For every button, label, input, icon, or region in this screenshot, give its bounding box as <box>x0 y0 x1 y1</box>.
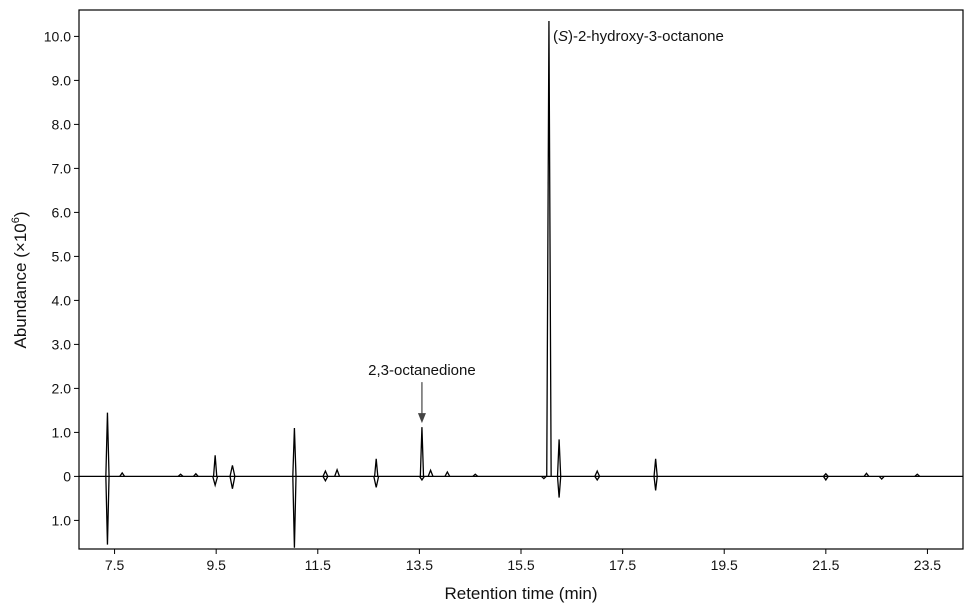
peak-series-0-2 <box>177 473 184 477</box>
x-tick-label: 19.5 <box>711 557 738 573</box>
y-axis-title: Abundance (×106) <box>10 211 30 348</box>
peak-series-0-19 <box>863 472 870 477</box>
peak-series-1-0 <box>105 476 110 545</box>
annotation-minor-peak: 2,3-octanedione <box>368 362 476 379</box>
plot-frame <box>78 9 964 550</box>
y-tick-label: 1.0 <box>52 512 72 528</box>
x-tick-label: 23.5 <box>914 557 941 573</box>
peak-series-1-5 <box>373 476 380 488</box>
peak-series-1-7 <box>541 475 547 480</box>
x-tick-label: 15.5 <box>507 557 534 573</box>
x-axis-ticks: 7.5 9.5 11.5 13.5 15.5 17.5 19.5 21.5 23.5 <box>105 549 941 573</box>
peak-series-0-12 <box>444 470 451 477</box>
peak-series-1-4 <box>322 476 329 483</box>
y-tick-label: 8.0 <box>52 116 72 132</box>
x-tick-label: 7.5 <box>105 557 125 573</box>
trace-layer <box>105 20 921 548</box>
x-axis-title: Retention time (min) <box>444 584 597 603</box>
peak-series-0-5 <box>229 465 236 477</box>
peak-series-1-12 <box>878 475 885 481</box>
x-tick-label: 11.5 <box>305 557 331 573</box>
y-tick-label: 6.0 <box>52 204 72 220</box>
peak-series-1-8 <box>556 476 562 498</box>
peak-series-0-8 <box>334 467 341 477</box>
y-tick-label: 7.0 <box>52 160 72 176</box>
annotation-arrow-head <box>417 413 426 424</box>
peak-series-0-20 <box>914 473 921 477</box>
peak-series-0-1 <box>119 471 126 477</box>
y-tick-label: 4.0 <box>52 292 72 308</box>
peak-series-0-9 <box>373 458 379 477</box>
peak-series-0-16 <box>594 469 601 477</box>
peak-series-0-14 <box>546 20 552 477</box>
peak-series-0-18 <box>822 472 829 477</box>
peak-series-1-1 <box>212 476 219 488</box>
y-axis-ticks: 1.0 0 1.0 2.0 3.0 4.0 5.0 6.0 7.0 8.0 9.0 10.0 <box>44 28 79 528</box>
x-tick-label: 21.5 <box>812 557 839 573</box>
peak-series-0-11 <box>427 468 434 477</box>
peak-series-0-15 <box>556 439 562 477</box>
peak-series-0-13 <box>472 473 479 477</box>
peak-series-1-10 <box>653 476 658 491</box>
peak-series-1-9 <box>594 476 601 482</box>
peak-series-0-6 <box>292 427 297 477</box>
y-tick-label: 1.0 <box>52 424 72 440</box>
y-tick-label: 10.0 <box>44 28 71 44</box>
y-tick-label: 3.0 <box>52 336 72 352</box>
y-tick-label: 2.0 <box>52 380 72 396</box>
peak-series-0-10 <box>419 427 425 477</box>
y-tick-label: 0 <box>63 468 71 484</box>
peak-series-1-6 <box>418 476 425 482</box>
y-tick-label: 5.0 <box>52 248 72 264</box>
peak-series-0-3 <box>192 472 199 477</box>
peak-series-0-17 <box>653 458 658 477</box>
peak-series-0-7 <box>322 469 329 477</box>
x-tick-label: 9.5 <box>206 557 226 573</box>
peak-series-1-2 <box>229 476 236 489</box>
peak-series-0-0 <box>105 412 110 477</box>
x-tick-label: 13.5 <box>406 557 433 573</box>
annotation-layer: (S)-2-hydroxy-3-octanone 2,3-octanedione <box>368 28 724 424</box>
peak-series-1-3 <box>292 476 297 548</box>
peak-series-1-11 <box>822 476 829 482</box>
peak-series-0-4 <box>212 455 218 477</box>
annotation-major-peak: (S)-2-hydroxy-3-octanone <box>553 28 724 45</box>
y-tick-label: 9.0 <box>52 72 72 88</box>
x-tick-label: 17.5 <box>609 557 636 573</box>
